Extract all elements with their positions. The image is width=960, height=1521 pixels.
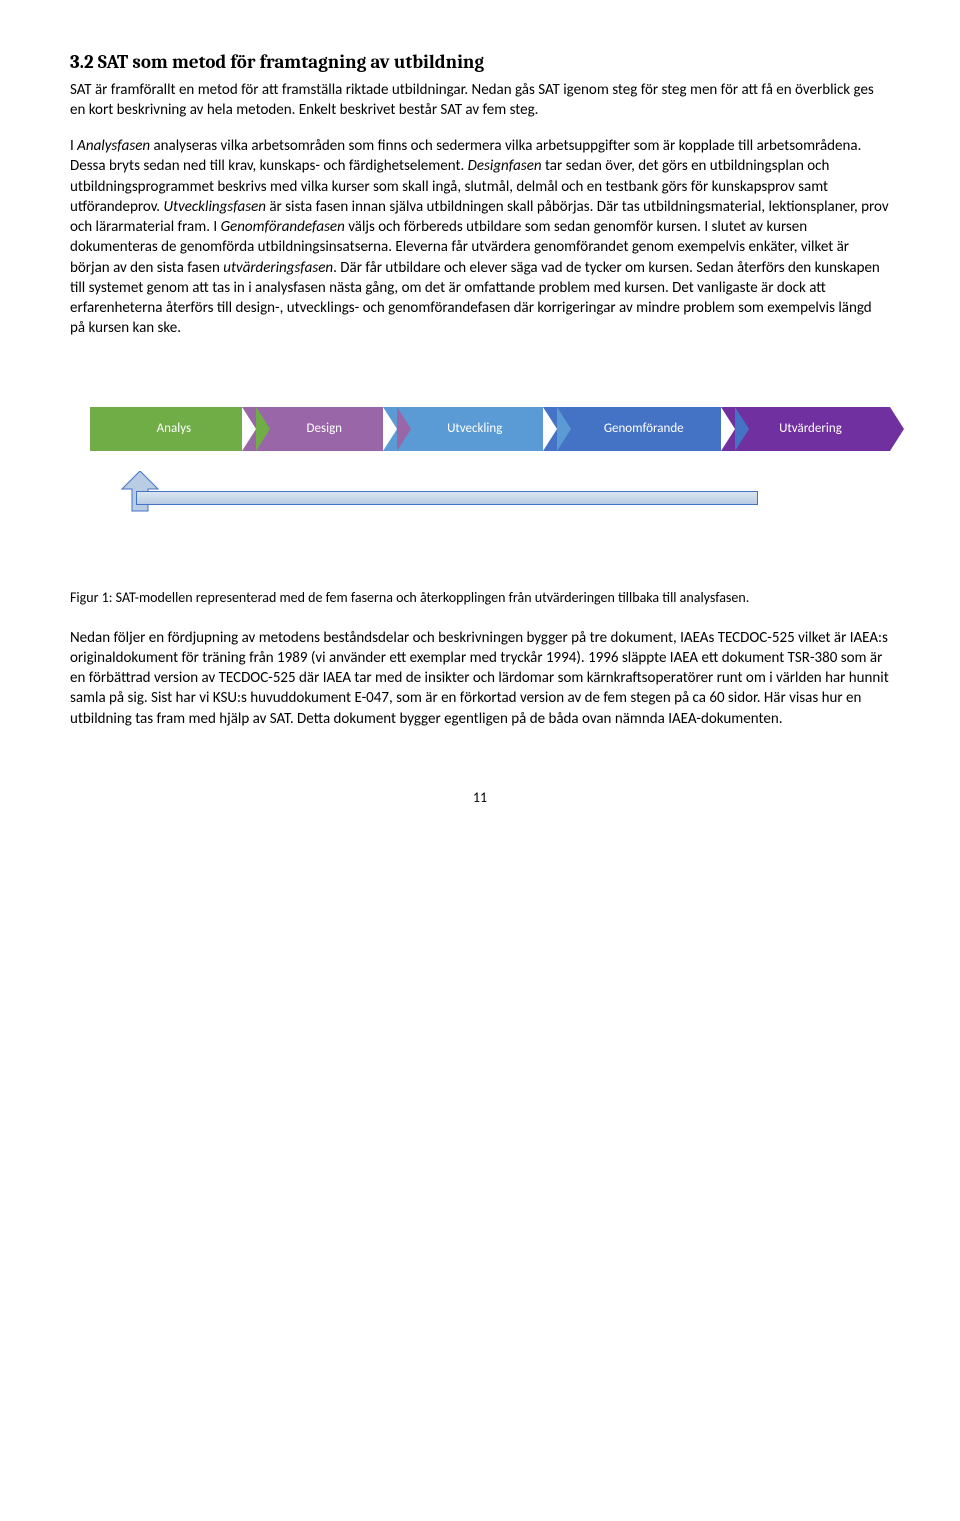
italic-utvecklingsfasen: Utvecklingsfasen — [163, 198, 266, 216]
figure-caption: Figur 1: SAT-modellen representerad med … — [70, 589, 890, 608]
arrow-step-label: Design — [307, 420, 342, 438]
arrow-step-label: Analys — [157, 420, 191, 438]
sat-diagram: Analys Design Utveckling Genomförande Utvärd… — [70, 399, 890, 519]
arrow-step: Analys — [90, 407, 256, 451]
arrow-step: Genomförande — [543, 407, 735, 451]
paragraph-phases: I Analysfasen analyseras vilka arbetsomr… — [70, 136, 890, 339]
italic-designfasen: Designfasen — [468, 157, 542, 175]
feedback-bar — [136, 491, 758, 505]
italic-genomforandefasen: Genomförandefasen — [221, 218, 345, 236]
paragraph-documents: Nedan följer en fördjupning av metodens … — [70, 628, 890, 729]
arrow-chevron-row: Analys Design Utveckling Genomförande Utvärd… — [90, 399, 890, 459]
arrow-step-label: Utveckling — [447, 420, 502, 438]
italic-utvarderingsfasen: utvärderingsfasen — [223, 259, 333, 277]
paragraph-intro: SAT är framförallt en metod för att fram… — [70, 80, 890, 121]
feedback-arrow — [100, 473, 890, 519]
page-number: 11 — [70, 789, 890, 808]
arrow-step-label: Utvärdering — [779, 420, 842, 438]
arrow-step-label: Genomförande — [604, 420, 684, 438]
section-heading: 3.2 SAT som metod för framtagning av utb… — [70, 50, 890, 76]
italic-analysfasen: Analysfasen — [77, 137, 150, 155]
